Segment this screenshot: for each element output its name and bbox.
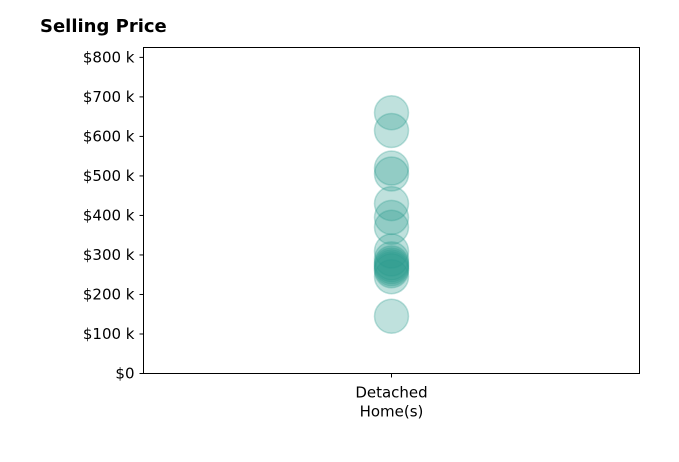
- y-tick-label: $300 k: [83, 246, 135, 264]
- data-point: [373, 233, 410, 269]
- x-tick-label-line: Detached: [355, 384, 427, 402]
- data-point: [373, 251, 410, 287]
- data-points: [373, 94, 410, 334]
- y-tick-label: $100 k: [83, 325, 135, 343]
- y-axis: $0 $100 k $200 k $300 k $400 k $500 k $600 k $7…: [83, 48, 144, 383]
- data-point: [373, 94, 410, 131]
- data-point: [373, 156, 410, 192]
- y-tick-label: $500 k: [83, 167, 135, 185]
- y-tick-label: $600 k: [83, 127, 135, 145]
- data-point: [373, 185, 410, 222]
- data-point: [373, 298, 410, 334]
- data-point: [373, 253, 410, 289]
- chart-title: Selling Price: [40, 16, 167, 37]
- data-point: [373, 209, 410, 246]
- data-point: [373, 112, 410, 149]
- data-point: [373, 199, 410, 236]
- x-tick-label-line: Home(s): [360, 403, 424, 421]
- data-point: [373, 241, 410, 277]
- y-tick-label: $200 k: [83, 285, 135, 303]
- data-point: [373, 247, 410, 283]
- y-tick-label: $700 k: [83, 88, 135, 106]
- data-point: [373, 258, 410, 295]
- y-tick-label: $0: [115, 365, 134, 383]
- y-tick-label: $400 k: [83, 206, 135, 224]
- y-tick-label: $800 k: [83, 48, 135, 66]
- data-point: [373, 249, 410, 285]
- data-point: [373, 245, 410, 281]
- x-tick-label: Detached Home(s): [355, 384, 427, 421]
- data-point: [373, 150, 410, 186]
- x-axis: Detached Home(s): [355, 373, 428, 421]
